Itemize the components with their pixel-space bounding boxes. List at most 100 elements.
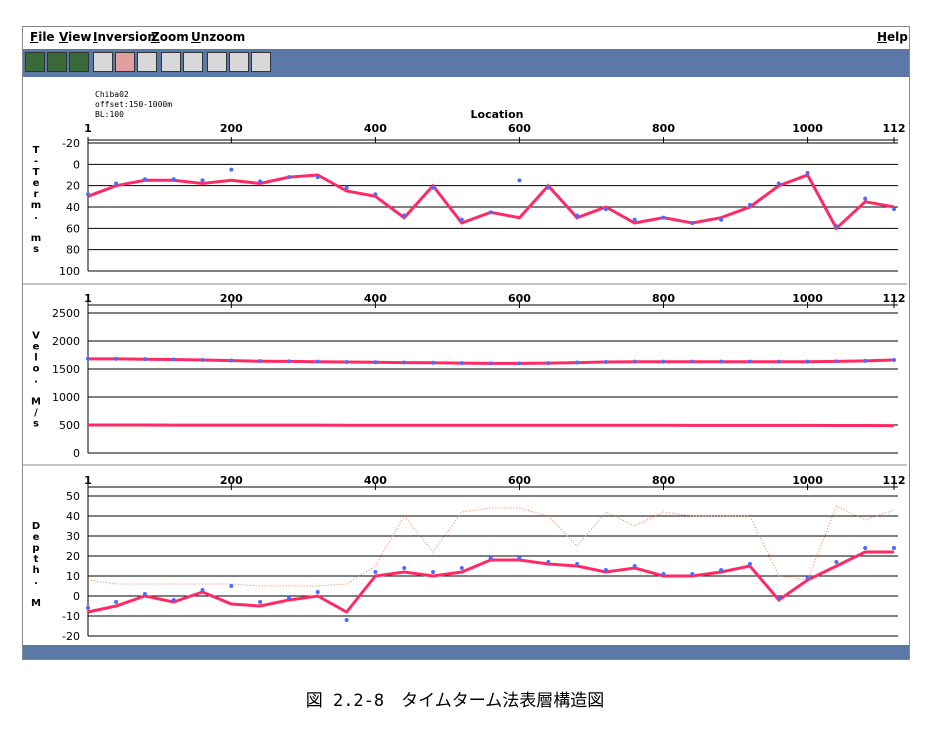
x-tick-label: 1000	[792, 122, 823, 135]
tool-button[interactable]	[115, 52, 135, 72]
x-tick-label: 400	[364, 474, 387, 487]
data-point	[373, 192, 378, 197]
data-point	[747, 202, 752, 207]
data-point	[315, 590, 320, 594]
data-point	[286, 359, 291, 364]
menu-item[interactable]: Inversion	[93, 30, 156, 44]
x-tick-label: 200	[220, 122, 243, 135]
tool-button[interactable]	[93, 52, 113, 72]
x-axis-title: Location	[471, 108, 524, 121]
data-point	[402, 213, 407, 218]
data-point	[86, 356, 90, 361]
y-tick-label: 10	[66, 570, 80, 583]
y-tick-label: 20	[66, 180, 80, 193]
data-point	[200, 178, 205, 183]
info-text: BL:100	[95, 110, 124, 119]
menu-bar: File View Inversion Zoom Unzoom Help	[23, 27, 909, 47]
data-point	[575, 360, 580, 365]
data-point	[805, 576, 810, 580]
data-point	[402, 360, 407, 365]
y-tick-label: 1500	[52, 363, 80, 376]
y-tick-label: 50	[66, 490, 80, 503]
data-point	[546, 560, 551, 564]
data-point	[661, 359, 666, 364]
data-point	[114, 600, 119, 604]
data-point	[517, 178, 522, 183]
x-tick-label: 600	[508, 122, 531, 135]
menu-item[interactable]: File	[30, 30, 55, 44]
data-point	[114, 181, 119, 186]
tool-button[interactable]	[25, 52, 45, 72]
data-point	[344, 185, 349, 190]
data-point	[776, 596, 781, 600]
data-point	[546, 185, 551, 190]
data-point	[86, 192, 90, 197]
data-point	[632, 217, 637, 222]
data-point	[171, 177, 176, 182]
x-tick-label: 800	[652, 474, 675, 487]
x-tick-label: 1	[84, 474, 92, 487]
tool-button[interactable]	[207, 52, 227, 72]
x-tick-label: 800	[652, 122, 675, 135]
menu-item[interactable]: Zoom	[151, 30, 189, 44]
data-point	[344, 618, 349, 622]
y-tick-label: 0	[73, 158, 80, 171]
tool-button[interactable]	[137, 52, 157, 72]
y-tick-label: 100	[59, 265, 80, 278]
y-tick-label: -10	[62, 610, 80, 623]
x-tick-label: 800	[652, 292, 675, 305]
data-point	[229, 584, 234, 588]
x-tick-label: 112	[883, 474, 906, 487]
data-point	[114, 356, 119, 361]
status-bar	[23, 645, 909, 659]
tool-button[interactable]	[229, 52, 249, 72]
y-tick-label: 1000	[52, 391, 80, 404]
tool-button[interactable]	[69, 52, 89, 72]
y-tick-label: 30	[66, 530, 80, 543]
data-point	[632, 359, 637, 364]
data-point	[546, 361, 551, 366]
data-point	[459, 566, 464, 570]
y-tick-label: 2500	[52, 307, 80, 320]
x-tick-label: 400	[364, 292, 387, 305]
y-tick-label: 60	[66, 222, 80, 235]
data-point	[142, 177, 147, 182]
data-line	[87, 505, 895, 587]
x-tick-label: 1000	[792, 474, 823, 487]
menu-item[interactable]: Unzoom	[191, 30, 246, 44]
data-point	[719, 359, 724, 364]
tool-button[interactable]	[161, 52, 181, 72]
x-tick-label: 600	[508, 474, 531, 487]
menu-item[interactable]: Help	[877, 30, 908, 44]
menu-item[interactable]: View	[59, 30, 92, 44]
y-tick-label: 40	[66, 201, 80, 214]
data-point	[488, 210, 493, 215]
x-tick-label: 1000	[792, 292, 823, 305]
data-point	[286, 596, 291, 600]
y-tick-label: 20	[66, 550, 80, 563]
x-tick-label: 112	[883, 122, 906, 135]
data-point	[892, 546, 896, 550]
data-line	[88, 423, 895, 428]
data-point	[229, 358, 234, 363]
y-tick-label: 0	[73, 447, 80, 460]
data-point	[863, 358, 868, 363]
data-point	[834, 224, 839, 229]
data-point	[517, 556, 522, 560]
tool-button[interactable]	[251, 52, 271, 72]
data-point	[142, 592, 147, 596]
data-line	[87, 550, 894, 614]
data-point	[747, 359, 752, 364]
data-point	[488, 556, 493, 560]
tool-button[interactable]	[47, 52, 67, 72]
data-point	[286, 175, 291, 180]
x-tick-label: 200	[220, 474, 243, 487]
data-point	[171, 598, 176, 602]
tool-button[interactable]	[183, 52, 203, 72]
data-point	[431, 185, 436, 190]
x-tick-label: 112	[883, 292, 906, 305]
data-point	[402, 566, 407, 570]
y-tick-label: 80	[66, 244, 80, 257]
data-point	[200, 357, 205, 362]
